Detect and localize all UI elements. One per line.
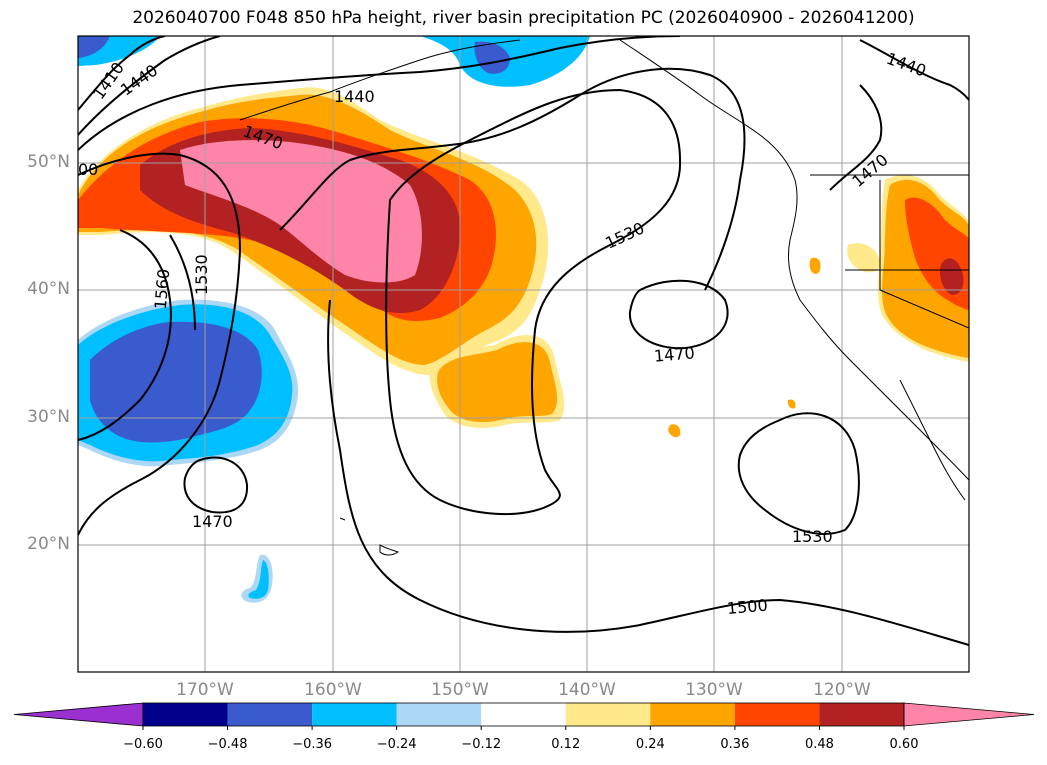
contour-label: 1560 <box>151 268 173 310</box>
colorbar-segment <box>481 703 566 726</box>
contour-label: 1470 <box>192 512 233 531</box>
colorbar-segment <box>565 703 651 726</box>
contour-label: 1530 <box>792 527 833 546</box>
colorbar-tick-label: 0.24 <box>635 737 665 752</box>
contour-label: 1530 <box>602 218 647 252</box>
contour-1530-center <box>385 88 682 515</box>
colorbar-tick-label: 0.12 <box>551 737 581 752</box>
colorbar-extend-left <box>13 702 144 727</box>
colorbar-tick-label: −0.36 <box>292 737 333 752</box>
colorbar-tick-label: 0.36 <box>720 737 750 752</box>
lon-label: 120°W <box>813 680 871 700</box>
lat-label: 30°N <box>27 407 70 427</box>
colorbar-segment <box>650 703 735 726</box>
contour-1530-southeast-loop <box>737 412 860 535</box>
colorbar-segment <box>819 703 904 726</box>
contour-1470-main <box>78 152 242 536</box>
map-frame <box>77 35 970 673</box>
colorbar-tick-label: −0.24 <box>376 737 417 752</box>
contour-1500-south <box>327 299 969 646</box>
colorbar-segment <box>312 703 397 726</box>
contour-1440-north <box>78 36 681 151</box>
colorbar-segment <box>143 703 228 726</box>
colorbar-segment <box>734 703 820 726</box>
precip-spot-mid-ocean <box>668 424 681 438</box>
colorbar-extend-right <box>903 702 1035 727</box>
map-title: 2026040700 F048 850 hPa height, river ba… <box>132 8 915 28</box>
lat-label: 50°N <box>27 152 70 172</box>
lon-label: 170°W <box>176 680 234 700</box>
contour-1470-center-loop <box>628 279 729 350</box>
colorbar-tick-label: −0.60 <box>123 737 163 752</box>
height-contours <box>78 36 969 646</box>
precip-spot-california <box>847 243 881 273</box>
contour-label: 1500 <box>726 595 768 617</box>
colorbar-tick-label: 0.60 <box>889 737 919 752</box>
precip-small-blue-spot-core <box>248 560 269 599</box>
lon-label: 160°W <box>304 680 362 700</box>
colorbar-tick-label: −0.48 <box>207 737 248 752</box>
precip-spot-oregon <box>809 257 821 274</box>
graticule <box>78 36 969 672</box>
contour-1470-inner <box>78 229 172 441</box>
contour-1410 <box>78 36 166 111</box>
precip-orange-lobe-southeast-core <box>437 342 558 423</box>
contour-1440-east <box>859 39 969 101</box>
precip-negative-top-center-core <box>474 41 510 74</box>
lat-label: 20°N <box>27 534 70 554</box>
contour-1470-east <box>829 84 883 191</box>
lat-label: 40°N <box>27 279 70 299</box>
contour-label: 1470 <box>653 343 695 365</box>
precip-spot-small <box>787 399 796 409</box>
precip-east-firebrick <box>940 258 964 295</box>
contour-1470-south-loop <box>183 456 249 514</box>
contour-label: 1530 <box>192 254 211 295</box>
colorbar-tick-label: −0.12 <box>461 737 502 752</box>
precip-pink-region <box>180 140 422 283</box>
colorbar-tick-label: 0.48 <box>804 737 834 752</box>
precip-negative-top-left-core <box>78 36 110 58</box>
precip-royalblue-region <box>90 321 262 443</box>
colorbar-segment <box>396 703 482 726</box>
lon-label: 140°W <box>558 680 616 700</box>
colorbar-segment <box>227 703 313 726</box>
contour-label: 1440 <box>334 87 375 106</box>
colorbar <box>13 702 1035 730</box>
contour-1530-west <box>169 234 196 331</box>
contour-label: 00 <box>78 160 98 179</box>
contour-1440-west <box>78 36 221 136</box>
lon-label: 150°W <box>431 680 489 700</box>
colorbar-outline <box>142 702 905 727</box>
lon-label: 130°W <box>685 680 743 700</box>
contour-label: 1440 <box>884 49 929 81</box>
